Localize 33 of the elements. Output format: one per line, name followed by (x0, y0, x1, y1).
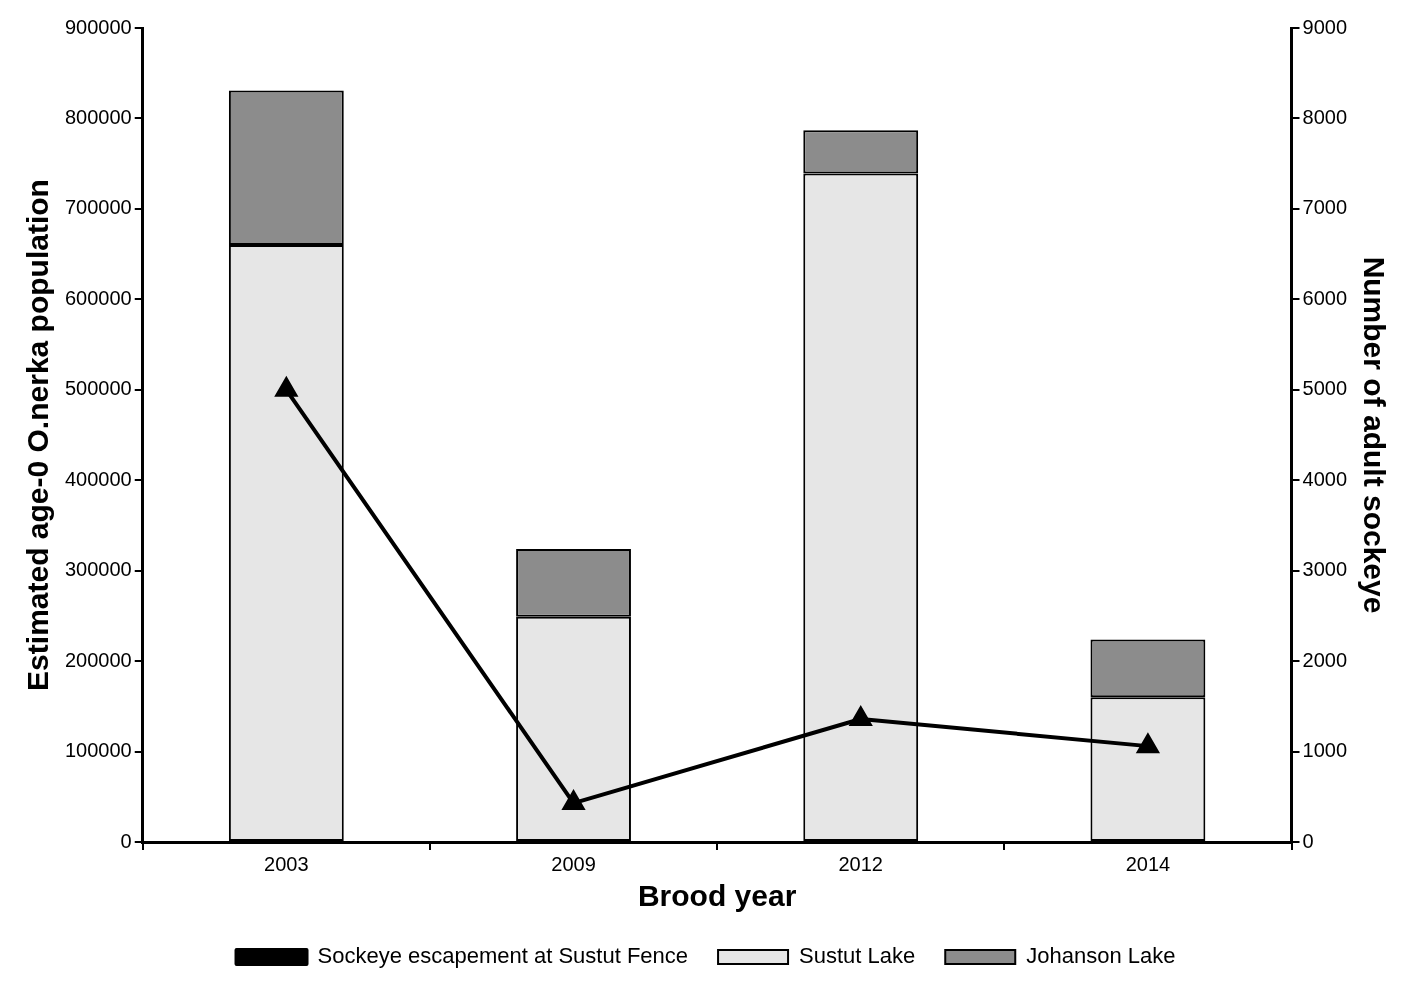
x-tick-label: 2009 (551, 852, 596, 875)
y2-tick-label: 4000 (1302, 467, 1348, 490)
point (562, 791, 585, 811)
point (850, 707, 872, 726)
y2-tick-label: 1000 (1302, 739, 1348, 762)
y-tick-label: 700000 (64, 196, 132, 219)
x-axis-title: Brood year (637, 879, 797, 913)
y-tick-label: 0 (120, 829, 132, 852)
y2-tick-label: 3000 (1302, 558, 1348, 581)
y-tick-label: 100000 (64, 739, 132, 762)
legend-label: Sustut Lake (799, 943, 916, 969)
y2-tick-label: 0 (1302, 829, 1314, 852)
y2-tick-label: 5000 (1302, 377, 1348, 400)
y-tick-label: 400000 (64, 467, 132, 490)
legend-label: Johanson Lake (1026, 943, 1176, 969)
y-tick-label: 600000 (64, 286, 132, 309)
y2-tick-label: 6000 (1302, 286, 1348, 309)
y2-tick-label: 2000 (1302, 648, 1348, 671)
y-tick-label: 300000 (64, 558, 132, 581)
x-tick-label: 2012 (838, 852, 883, 875)
y-tick-label: 800000 (64, 105, 132, 128)
legend-label: Sockeye escapement at Sustut Fence (317, 943, 689, 969)
y2-tick-label: 9000 (1302, 15, 1348, 38)
y-tick-label: 900000 (64, 15, 132, 38)
point (1137, 734, 1159, 754)
y-tick-label: 500000 (64, 377, 132, 400)
x-tick-label: 2014 (1125, 852, 1171, 875)
y-axis-title: Estimated age-0 O.nerka population (21, 179, 55, 691)
x-tick-label: 2003 (264, 852, 309, 875)
y2-tick-label: 8000 (1302, 105, 1348, 128)
y2-tick-label: 7000 (1302, 196, 1348, 219)
y-tick-label: 200000 (64, 648, 132, 671)
y2-axis-title: Number of adult sockeye (1357, 256, 1391, 614)
